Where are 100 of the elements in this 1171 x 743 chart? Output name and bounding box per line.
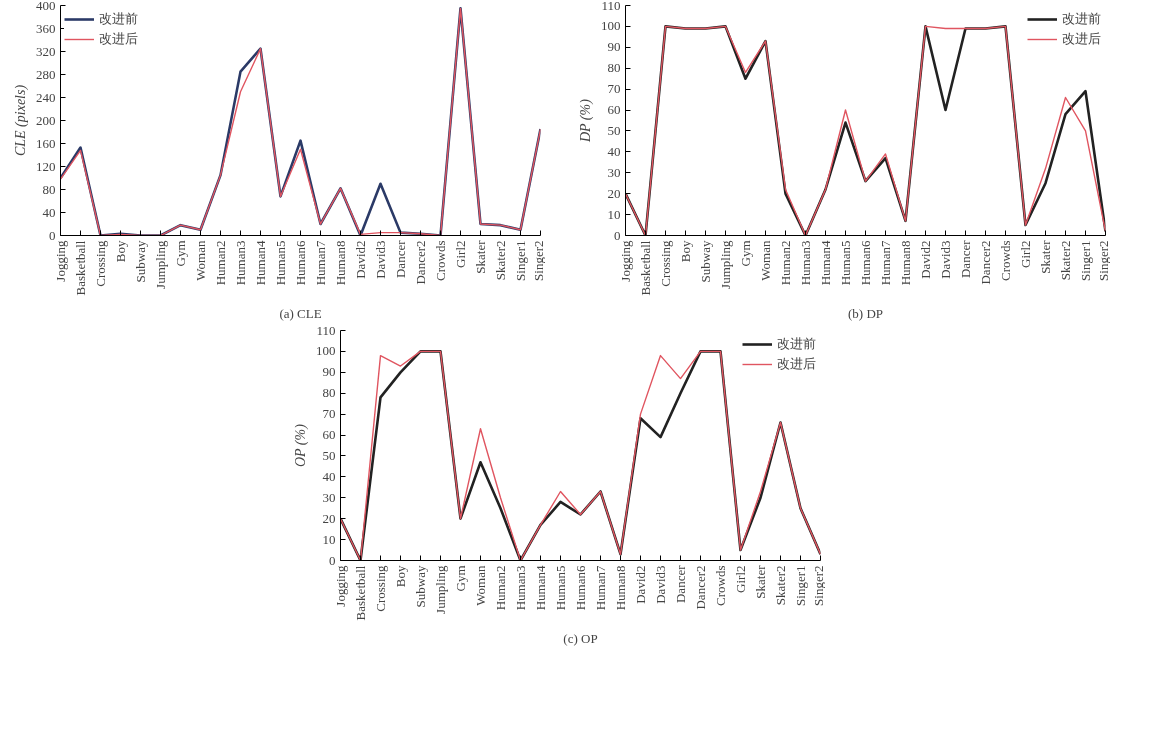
x-tick-label: Human7 (593, 565, 608, 611)
y-tick-label: 60 (322, 427, 336, 443)
x-tick-label: Singer1 (1078, 240, 1093, 281)
x-tick-label: Human3 (233, 240, 248, 286)
x-tick-label: Girl2 (733, 565, 748, 593)
x-tick-label: Dancer2 (413, 240, 428, 285)
y-tick-label: 110 (316, 322, 336, 338)
y-tick-label: 30 (607, 164, 621, 180)
y-axis-title: OP (%) (293, 423, 309, 468)
y-tick-label: 280 (36, 66, 56, 82)
legend-label: 改进前 (1062, 10, 1101, 28)
x-tick-label: David2 (918, 240, 933, 279)
x-tick-label: Human6 (858, 240, 873, 286)
legend-label: 改进后 (99, 30, 138, 48)
y-tick-label: 40 (322, 468, 336, 484)
x-tick-label: David3 (373, 240, 388, 279)
x-tick-label: Crossing (373, 565, 388, 612)
x-tick-label: Human5 (838, 240, 853, 286)
y-axis-title: DP (%) (578, 98, 594, 144)
y-tick-label: 10 (607, 206, 621, 222)
y-tick-label: 60 (607, 102, 621, 118)
y-tick-label: 40 (42, 204, 56, 220)
legend-label: 改进后 (777, 355, 816, 373)
x-tick-label: Human7 (878, 240, 893, 286)
y-tick-label: 20 (607, 185, 621, 201)
y-tick-label: 30 (322, 489, 336, 505)
x-tick-label: David2 (353, 240, 368, 279)
x-tick-label: Gym (453, 565, 468, 592)
text: (b) DP (847, 305, 884, 321)
x-tick-label: Girl2 (453, 240, 468, 268)
x-tick-label: Singer1 (513, 240, 528, 281)
x-tick-label: Singer2 (530, 240, 546, 281)
y-tick-label: 320 (36, 43, 56, 59)
x-tick-label: Jogging (618, 240, 633, 282)
y-tick-label: 90 (322, 364, 336, 380)
x-tick-label: Boy (678, 240, 693, 263)
x-tick-label: Subway (698, 240, 713, 283)
x-tick-label: Subway (133, 240, 148, 283)
x-tick-label: Skater2 (493, 240, 508, 281)
y-tick-label: 10 (322, 531, 336, 547)
x-tick-label: Skater (753, 564, 768, 599)
y-tick-label: 120 (36, 158, 56, 174)
x-tick-label: Basketball (638, 240, 653, 296)
x-tick-label: Dancer (673, 564, 688, 604)
y-tick-label: 100 (316, 343, 336, 359)
x-tick-label: Human8 (613, 565, 628, 611)
y-tick-label: 50 (322, 447, 336, 463)
x-tick-label: David3 (653, 565, 668, 604)
y-tick-label: 20 (322, 510, 336, 526)
x-tick-label: Crowds (713, 565, 728, 606)
y-tick-label: 0 (49, 227, 56, 243)
text: (a) CLE (279, 305, 322, 321)
x-tick-label: Human4 (533, 565, 548, 611)
x-tick-label: Woman (758, 240, 773, 281)
x-tick-label: Basketball (353, 565, 368, 621)
x-tick-label: Jumpling (718, 240, 733, 289)
x-tick-label: Jumpling (433, 565, 448, 614)
x-tick-label: Human4 (253, 240, 268, 286)
x-tick-label: Skater2 (1058, 240, 1073, 281)
text: (c) OP (563, 630, 598, 646)
x-tick-label: Singer1 (793, 565, 808, 606)
y-tick-label: 110 (601, 0, 621, 13)
y-tick-label: 240 (36, 89, 56, 105)
legend-label: 改进前 (777, 335, 816, 353)
x-tick-label: Skater (473, 239, 488, 274)
x-tick-label: Dancer2 (978, 240, 993, 285)
x-tick-label: Woman (473, 565, 488, 606)
y-axis-title: CLE (pixels) (13, 84, 29, 157)
x-tick-label: Dancer2 (693, 565, 708, 610)
y-tick-label: 0 (614, 227, 621, 243)
x-tick-label: Human6 (573, 565, 588, 611)
x-tick-label: Boy (113, 240, 128, 263)
x-tick-label: Human5 (553, 565, 568, 611)
y-tick-label: 40 (607, 143, 621, 159)
x-tick-label: Jumpling (153, 240, 168, 289)
y-tick-label: 70 (322, 406, 336, 422)
x-tick-label: Human8 (333, 240, 348, 286)
y-tick-label: 70 (607, 81, 621, 97)
x-tick-label: Skater (1038, 239, 1053, 274)
legend-label: 改进后 (1062, 30, 1101, 48)
x-tick-label: Human6 (293, 240, 308, 286)
x-tick-label: David2 (633, 565, 648, 604)
x-tick-label: Gym (738, 240, 753, 267)
y-tick-label: 80 (42, 181, 56, 197)
x-tick-label: Boy (393, 565, 408, 588)
x-tick-label: Singer2 (1095, 240, 1111, 281)
x-tick-label: Dancer (393, 239, 408, 279)
x-tick-label: Human5 (273, 240, 288, 286)
y-tick-label: 50 (607, 122, 621, 138)
x-tick-label: Crossing (658, 240, 673, 287)
x-tick-label: Human8 (898, 240, 913, 286)
x-tick-label: Human2 (493, 565, 508, 611)
x-tick-label: Human3 (513, 565, 528, 611)
y-tick-label: 80 (607, 60, 621, 76)
y-tick-label: 400 (36, 0, 56, 13)
x-tick-label: Crowds (433, 240, 448, 281)
x-tick-label: Dancer (958, 239, 973, 279)
x-tick-label: Subway (413, 565, 428, 608)
y-tick-label: 360 (36, 20, 56, 36)
y-tick-label: 0 (329, 552, 336, 568)
